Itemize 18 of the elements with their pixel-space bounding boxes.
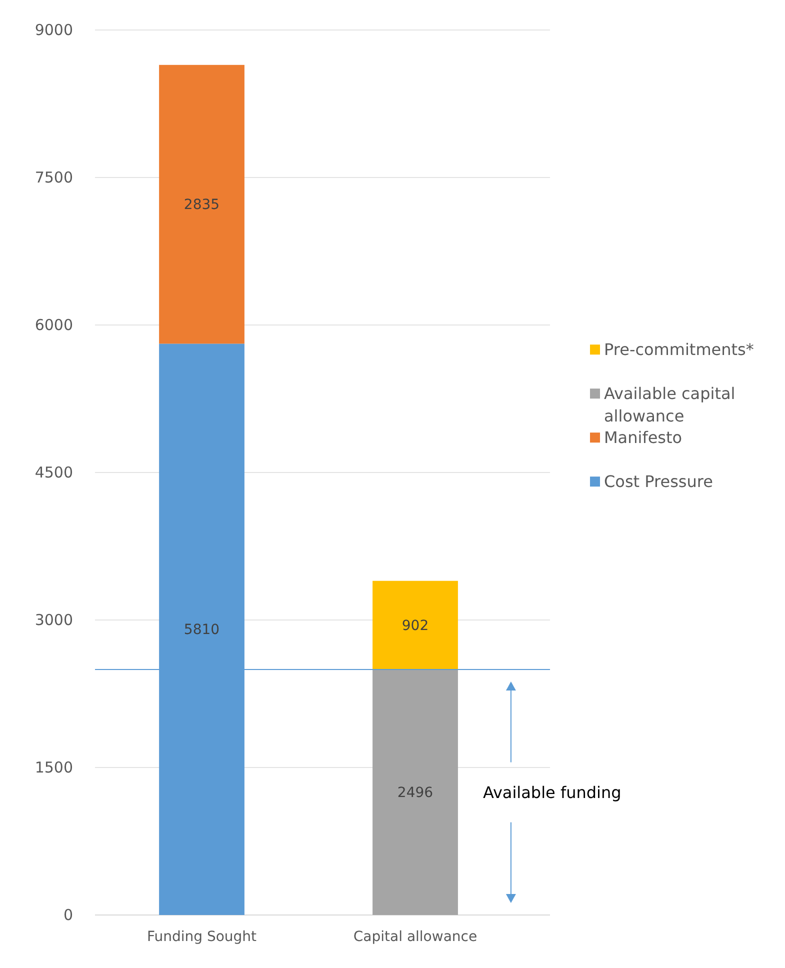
y-tick-label: 9000: [34, 20, 73, 39]
legend-label: Pre-commitments*: [604, 340, 754, 360]
legend-label: Available capital allowance: [604, 384, 736, 426]
data-label: 2835: [184, 197, 220, 214]
y-tick-label: 1500: [34, 758, 73, 776]
y-tick-label: 6000: [34, 316, 73, 334]
data-label: 5810: [184, 622, 220, 638]
data-label: 2496: [397, 785, 434, 802]
y-tick-label: 4500: [34, 463, 73, 482]
x-tick-label: Capital allowance: [353, 928, 478, 945]
legend-label: Cost Pressure: [604, 472, 713, 492]
y-tick-label: 7500: [34, 168, 73, 186]
legend-label: Manifesto: [604, 428, 682, 448]
y-tick-label: 3000: [34, 610, 73, 629]
annotation: Available funding: [482, 782, 622, 802]
x-tick-label: Funding Sought: [146, 928, 258, 945]
data-label: 902: [402, 618, 429, 634]
y-tick-label: 0: [63, 906, 73, 924]
